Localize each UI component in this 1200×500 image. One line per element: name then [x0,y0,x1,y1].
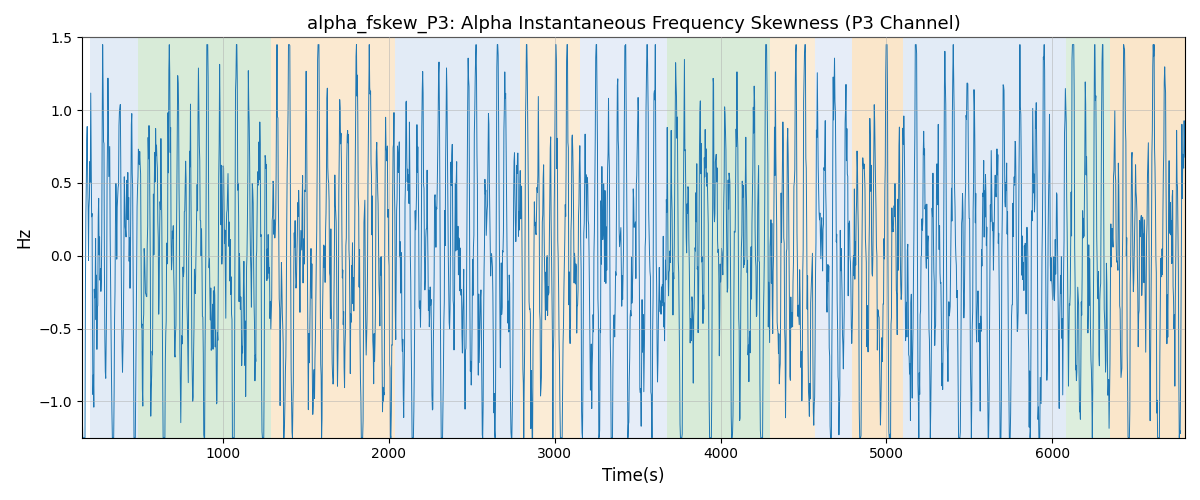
Bar [1110,38,1184,438]
Title: alpha_fskew_P3: Alpha Instantaneous Frequency Skewness (P3 Channel): alpha_fskew_P3: Alpha Instantaneous Freq… [306,15,960,34]
Bar [904,38,1066,438]
Bar [138,38,271,438]
Bar [396,38,520,438]
X-axis label: Time(s): Time(s) [602,467,665,485]
Bar [852,38,904,438]
Bar [520,38,580,438]
Bar [271,38,396,438]
Bar [1066,38,1110,438]
Bar [667,38,770,438]
Bar [580,38,667,438]
Bar [770,38,815,438]
Bar [815,38,852,438]
Bar [90,38,138,438]
Y-axis label: Hz: Hz [14,227,32,248]
